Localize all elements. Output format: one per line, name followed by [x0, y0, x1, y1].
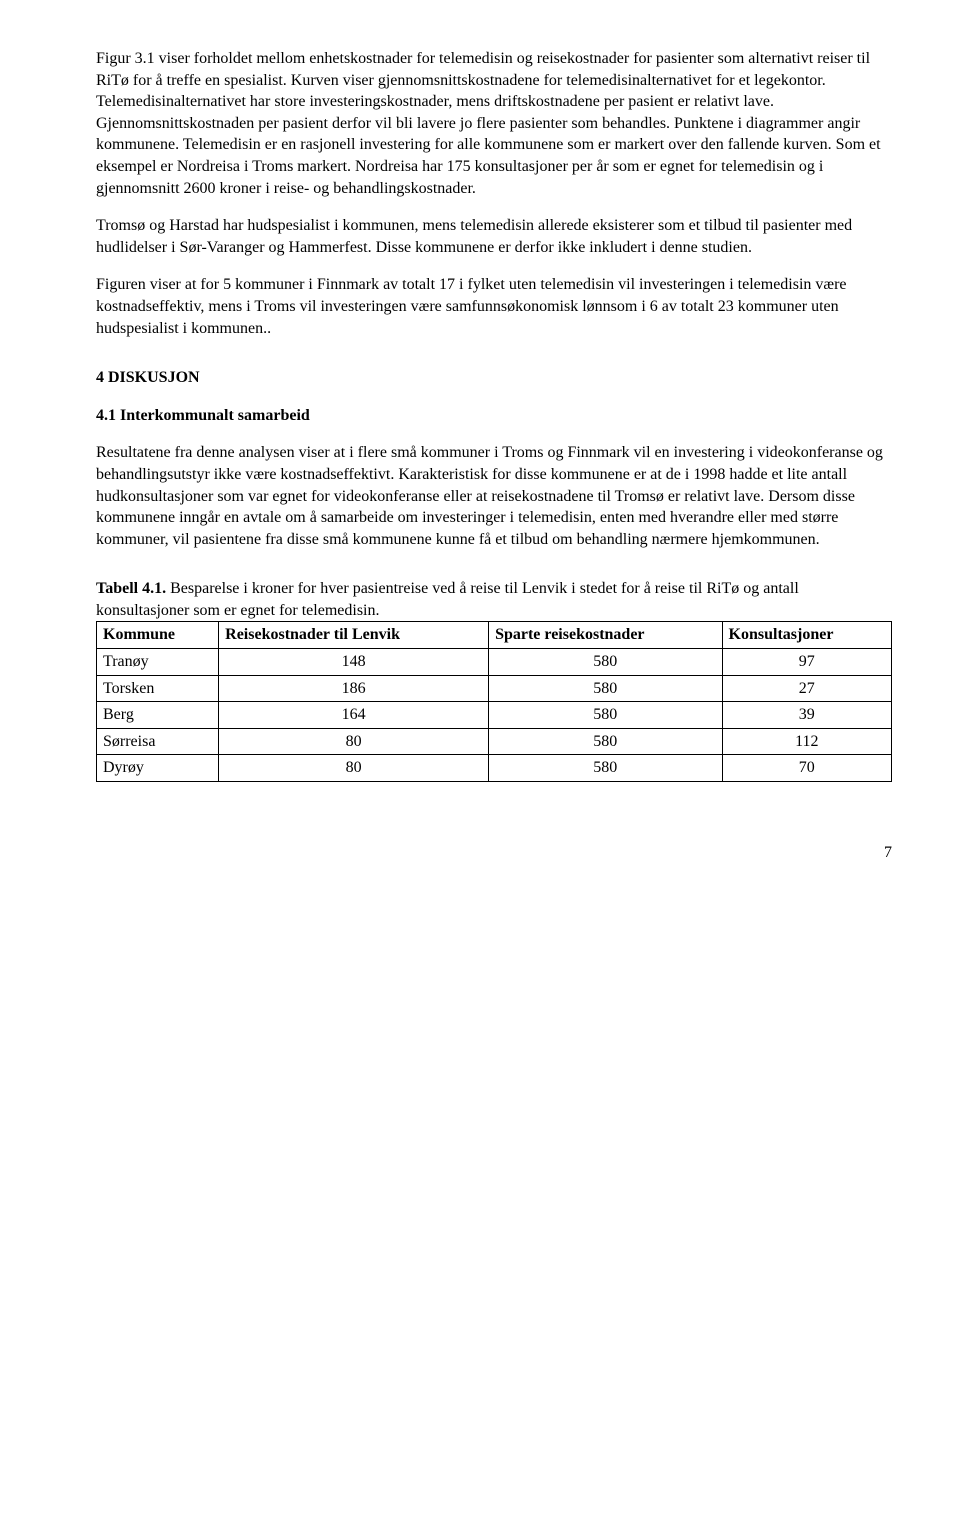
cell-kommune: Dyrøy	[97, 755, 219, 782]
page-number: 7	[96, 842, 892, 864]
cell-reise: 164	[219, 702, 489, 729]
table-caption-label: Tabell 4.1.	[96, 580, 166, 597]
table-row: Dyrøy 80 580 70	[97, 755, 892, 782]
cell-kons: 27	[722, 675, 891, 702]
paragraph-3: Figuren viser at for 5 kommuner i Finnma…	[96, 274, 892, 339]
table-caption-text: Besparelse i kroner for hver pasientreis…	[96, 580, 799, 619]
cell-kommune: Berg	[97, 702, 219, 729]
cell-kommune: Sørreisa	[97, 728, 219, 755]
table-besparelse: Kommune Reisekostnader til Lenvik Sparte…	[96, 621, 892, 782]
paragraph-1: Figur 3.1 viser forholdet mellom enhetsk…	[96, 48, 892, 199]
cell-sparte: 580	[489, 702, 722, 729]
cell-kons: 112	[722, 728, 891, 755]
section-4-1-heading: 4.1 Interkommunalt samarbeid	[96, 405, 892, 427]
cell-kons: 39	[722, 702, 891, 729]
cell-reise: 80	[219, 755, 489, 782]
paragraph-4: Resultatene fra denne analysen viser at …	[96, 442, 892, 550]
paragraph-2: Tromsø og Harstad har hudspesialist i ko…	[96, 215, 892, 258]
table-header-sparte: Sparte reisekostnader	[489, 622, 722, 649]
cell-reise: 148	[219, 649, 489, 676]
cell-kons: 70	[722, 755, 891, 782]
cell-sparte: 580	[489, 649, 722, 676]
table-caption: Tabell 4.1. Besparelse i kroner for hver…	[96, 578, 892, 621]
cell-kommune: Tranøy	[97, 649, 219, 676]
cell-sparte: 580	[489, 675, 722, 702]
cell-sparte: 580	[489, 755, 722, 782]
cell-kommune: Torsken	[97, 675, 219, 702]
cell-reise: 80	[219, 728, 489, 755]
cell-kons: 97	[722, 649, 891, 676]
table-header-reisekostnader: Reisekostnader til Lenvik	[219, 622, 489, 649]
table-row: Sørreisa 80 580 112	[97, 728, 892, 755]
table-header-kommune: Kommune	[97, 622, 219, 649]
table-header-konsultasjoner: Konsultasjoner	[722, 622, 891, 649]
table-row: Tranøy 148 580 97	[97, 649, 892, 676]
section-4-heading: 4 DISKUSJON	[96, 367, 892, 389]
cell-sparte: 580	[489, 728, 722, 755]
table-row: Torsken 186 580 27	[97, 675, 892, 702]
cell-reise: 186	[219, 675, 489, 702]
table-header-row: Kommune Reisekostnader til Lenvik Sparte…	[97, 622, 892, 649]
table-row: Berg 164 580 39	[97, 702, 892, 729]
